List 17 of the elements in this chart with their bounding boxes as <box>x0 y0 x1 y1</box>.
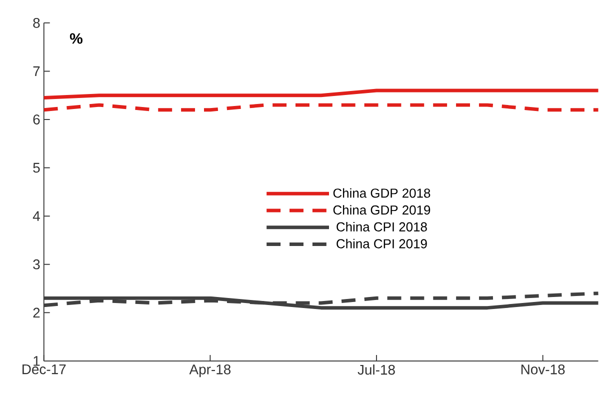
y-tick-label: 8 <box>33 18 40 28</box>
x-tick-label: Dec-17 <box>22 364 66 374</box>
y-tick-label: 3 <box>33 259 40 270</box>
x-tick-label: Jul-18 <box>358 364 395 375</box>
y-tick-label: 2 <box>33 308 40 318</box>
legend-label: China GDP 2019 <box>333 205 430 215</box>
y-tick-label: 5 <box>33 163 40 173</box>
y-tick-label: 6 <box>33 114 40 125</box>
legend-label: China CPI 2018 <box>336 222 427 232</box>
x-tick-label: Nov-18 <box>521 364 565 374</box>
y-tick-label: 4 <box>32 211 40 221</box>
legend-label: China CPI 2019 <box>336 238 427 248</box>
y-tick-label: 7 <box>33 66 40 76</box>
x-tick-label: Apr-18 <box>189 364 231 378</box>
y-tick-label: 1 <box>34 356 40 366</box>
y-axis-title: % <box>70 33 82 44</box>
legend-label: China GDP 2018 <box>333 188 430 198</box>
